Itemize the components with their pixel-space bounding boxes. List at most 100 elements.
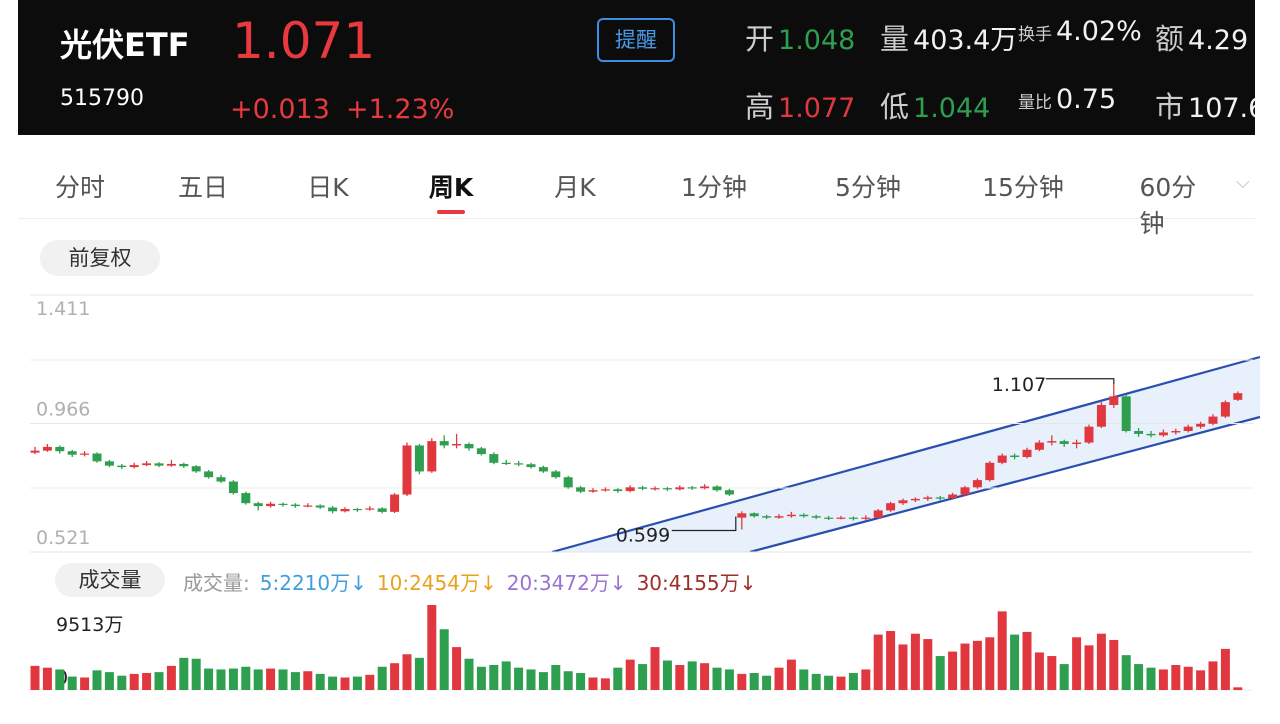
ma-legend: 10:2454万↓	[376, 571, 497, 595]
price: 1.071	[232, 12, 376, 70]
alert-button[interactable]: 提醒	[597, 18, 675, 62]
volume-bar	[142, 673, 152, 690]
volume-bar	[42, 667, 52, 690]
candle-body	[1233, 393, 1243, 400]
candle-body	[985, 462, 995, 481]
stat-label: 量	[880, 22, 910, 56]
candle-body	[526, 464, 536, 468]
candle-body	[439, 441, 449, 446]
stat-value: 403.4万	[913, 25, 1018, 56]
tab[interactable]: 月K	[554, 173, 596, 202]
volume-bar	[414, 657, 424, 690]
volume-bar	[749, 673, 759, 690]
candle-body	[67, 451, 77, 455]
candle-body	[712, 486, 722, 491]
tab[interactable]: 1分钟	[681, 173, 747, 202]
volume-bar	[1146, 667, 1156, 690]
volume-bar	[799, 669, 809, 690]
candle-body	[55, 446, 65, 452]
candle-body	[452, 444, 462, 446]
candle-body	[340, 508, 350, 512]
candle-body	[1096, 405, 1106, 427]
period-tabs: ⌵ 分时 五日 日K 周K 月K 1分钟 5分钟 15分钟 60分钟	[18, 148, 1255, 238]
candle-body	[997, 455, 1007, 463]
stat-label: 额	[1155, 22, 1185, 56]
candle-body	[204, 471, 214, 478]
ma-legend: 5:2210万↓	[259, 571, 367, 595]
candle-body	[290, 504, 300, 507]
volume-bar	[985, 637, 995, 690]
volume-bar	[67, 676, 77, 690]
stat-value: 1.044	[913, 93, 991, 124]
volume-bar	[997, 611, 1007, 690]
volume-bar	[1196, 670, 1206, 690]
volume-bar	[1171, 664, 1181, 690]
candle-body	[501, 462, 511, 464]
candle-body	[253, 503, 263, 507]
more-chevron[interactable]: ⌵	[1236, 172, 1250, 193]
volume-bar	[774, 667, 784, 690]
tab[interactable]: 日K	[307, 173, 349, 202]
volume-bar	[1220, 648, 1230, 690]
volume-bar	[514, 667, 524, 690]
tab[interactable]: 周K	[428, 173, 474, 202]
ma-legend: 30:4155万↓	[636, 571, 757, 595]
annotation: 0.599	[616, 524, 670, 546]
volume-bar	[1109, 639, 1119, 690]
volume-bar	[154, 672, 164, 690]
volume-bar	[216, 669, 226, 690]
volume-bar	[1121, 655, 1131, 690]
tab[interactable]: 五日	[177, 173, 229, 202]
volume-bar	[861, 669, 871, 690]
candle-body	[625, 487, 635, 492]
volume-bar	[836, 676, 846, 690]
volume-bar	[1010, 634, 1020, 690]
volume-bar	[303, 671, 313, 690]
volume-bar	[638, 664, 648, 690]
volume-bar	[700, 663, 710, 690]
volume-bar	[179, 657, 189, 690]
volume-bar	[675, 664, 685, 690]
volume-bar	[910, 633, 920, 690]
candle-body	[216, 477, 226, 482]
stat: 量 403.4万	[880, 16, 1017, 58]
volume-bar	[228, 668, 238, 690]
candle-body	[278, 503, 288, 505]
candle-body	[1208, 416, 1218, 424]
candle-body	[786, 514, 796, 517]
volume-button[interactable]: 成交量	[55, 563, 165, 597]
stat: 量比 0.75	[1018, 84, 1116, 115]
adjust-button[interactable]: 前复权	[40, 240, 160, 276]
candle-body	[328, 507, 338, 512]
volume-bar	[390, 663, 400, 690]
candle-body	[1072, 442, 1082, 445]
candle-body	[464, 444, 474, 449]
volume-bar	[352, 676, 362, 690]
tab[interactable]: 5分钟	[835, 173, 901, 202]
volume-bar	[1134, 664, 1144, 690]
volume-bar	[886, 631, 896, 690]
volume-bar	[762, 675, 772, 690]
candle-body	[724, 490, 734, 495]
annotation-line	[1045, 378, 1115, 384]
quote-header: 光伏ETF 1.071 515790 +0.013 +1.23% 提醒 开 1.0…	[18, 0, 1255, 135]
volume-bar	[576, 673, 586, 690]
candle-body	[700, 486, 710, 489]
volume-bar	[476, 666, 486, 690]
candle-body	[923, 497, 933, 499]
tab[interactable]: 60分钟	[1139, 173, 1197, 238]
candle-body	[1109, 396, 1119, 406]
candle-body	[1134, 431, 1144, 434]
candle-body	[1121, 396, 1131, 432]
volume-bar	[898, 644, 908, 690]
candle-body	[650, 488, 660, 490]
trend-channel	[551, 355, 1261, 552]
volume-bar	[1208, 661, 1218, 690]
candle-body	[142, 463, 152, 466]
tab[interactable]: 分时	[54, 173, 106, 202]
candle-body	[613, 489, 623, 492]
volume-bar	[191, 658, 201, 690]
tab[interactable]: 15分钟	[982, 173, 1064, 202]
